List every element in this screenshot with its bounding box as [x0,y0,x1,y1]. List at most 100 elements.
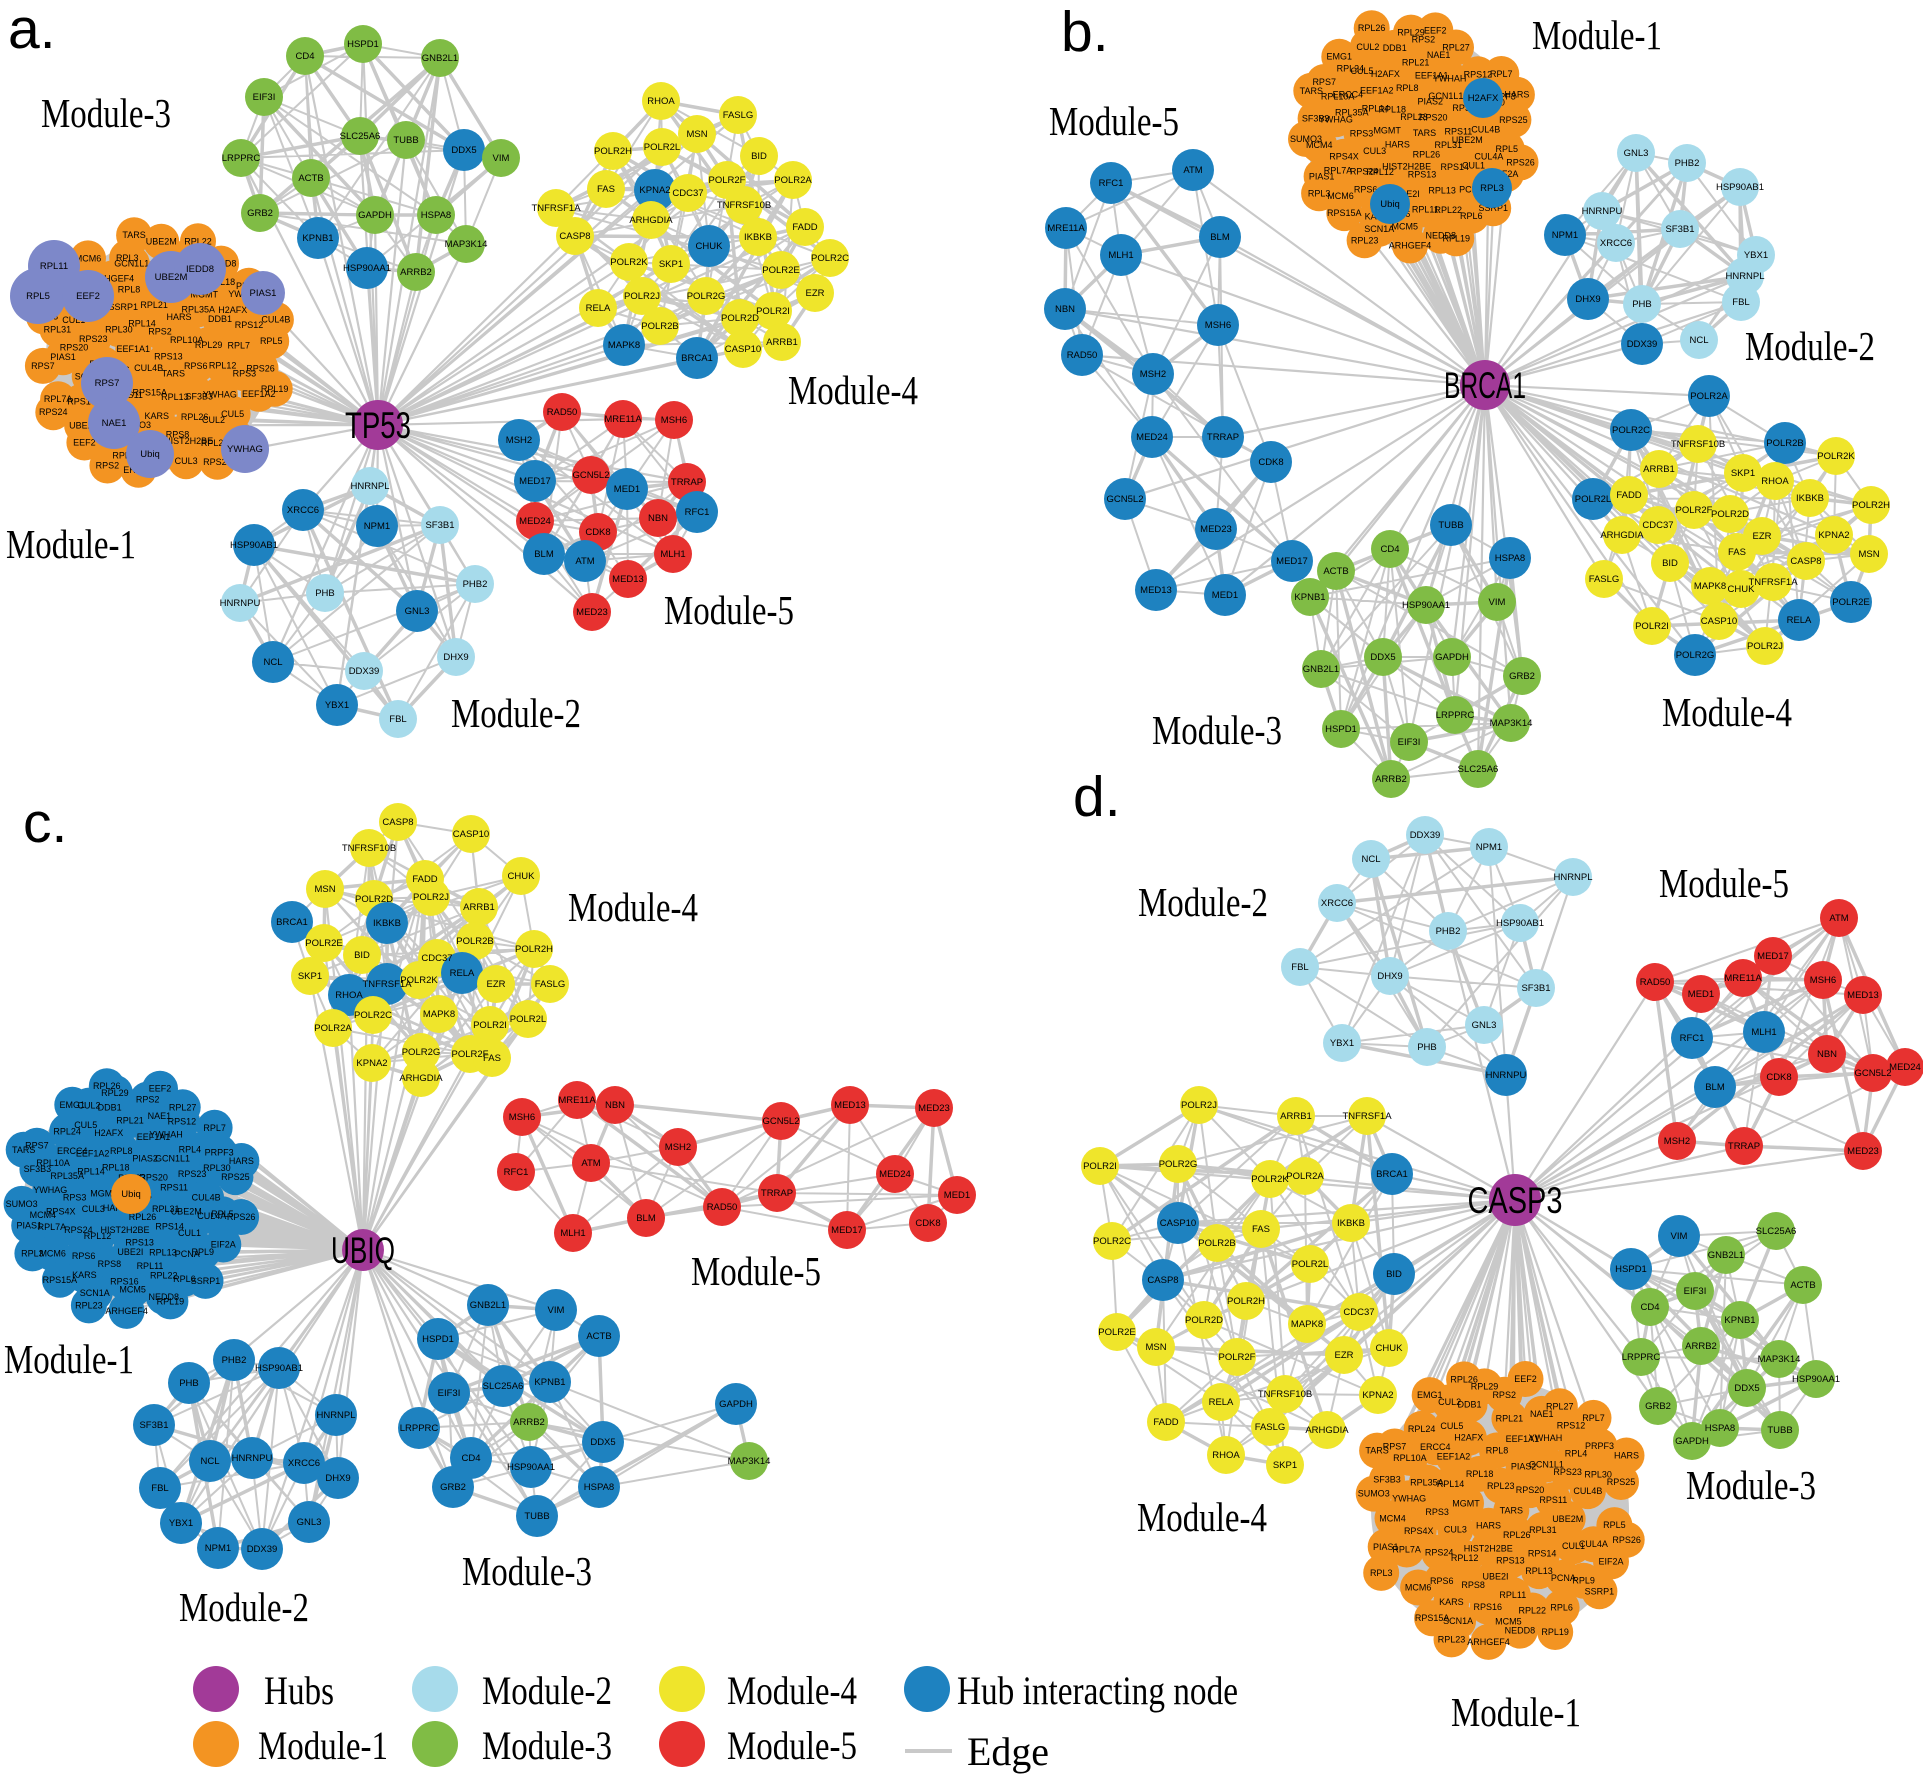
svg-text:RFC1: RFC1 [685,507,710,518]
svg-text:GRB2: GRB2 [247,208,273,219]
svg-text:CUL1: CUL1 [62,315,85,325]
svg-text:DDB1: DDB1 [208,314,232,324]
svg-text:RPL13: RPL13 [149,1248,177,1258]
svg-text:PHB2: PHB2 [222,1355,247,1366]
svg-text:MED24: MED24 [1136,432,1168,443]
svg-text:BLM: BLM [636,1213,656,1224]
svg-text:RPS7: RPS7 [1383,1442,1407,1452]
svg-text:PIAS1: PIAS1 [250,288,277,299]
svg-text:HSP90AA1: HSP90AA1 [507,1462,555,1473]
svg-text:DDX5: DDX5 [1734,1383,1759,1394]
svg-text:SUMO3: SUMO3 [1358,1489,1390,1499]
svg-text:TNFRSF1A: TNFRSF1A [362,979,412,990]
svg-text:PHB: PHB [179,1378,199,1389]
svg-text:POLR2H: POLR2H [1227,1296,1265,1307]
svg-text:SF3B1: SF3B1 [1521,983,1550,994]
svg-text:RPL3: RPL3 [1480,183,1504,194]
svg-text:SF3B3: SF3B3 [24,1164,52,1174]
svg-text:MSH6: MSH6 [1810,975,1836,986]
svg-text:RPS14: RPS14 [1528,1549,1557,1559]
svg-text:HNRNPL: HNRNPL [1553,872,1592,883]
svg-text:RPL22: RPL22 [1435,205,1463,215]
svg-text:POLR2A: POLR2A [774,175,812,186]
svg-text:H2AFX: H2AFX [1371,69,1400,79]
svg-text:RPS15A: RPS15A [1415,1613,1450,1623]
svg-text:EIF3I: EIF3I [253,92,276,103]
svg-text:EIF3I: EIF3I [1398,737,1421,748]
svg-text:ACTB: ACTB [1323,566,1348,577]
svg-text:HSP90AA1: HSP90AA1 [1792,1374,1840,1385]
svg-text:ATM: ATM [581,1158,600,1169]
svg-text:RPL21: RPL21 [1496,1414,1524,1424]
svg-text:CUL3: CUL3 [175,456,198,466]
svg-text:CUL5: CUL5 [1440,1421,1463,1431]
svg-text:HSP90AA1: HSP90AA1 [343,263,391,274]
svg-text:HSPA8: HSPA8 [1705,1423,1735,1434]
svg-text:PIAS2: PIAS2 [1417,96,1443,106]
svg-text:KPNA2: KPNA2 [1818,530,1849,541]
svg-text:ARRB2: ARRB2 [1685,1341,1717,1352]
svg-text:MED17: MED17 [1757,951,1789,962]
svg-text:CDK8: CDK8 [915,1218,940,1229]
svg-text:RPL7: RPL7 [228,341,251,351]
svg-text:HNRNPU: HNRNPU [220,598,261,609]
svg-text:HARS: HARS [1614,1451,1639,1461]
svg-text:POLR2F: POLR2F [709,175,746,186]
svg-text:Module-1: Module-1 [4,1336,134,1382]
svg-text:CASP10: CASP10 [1701,616,1737,627]
svg-text:RPS26: RPS26 [227,1212,256,1222]
svg-text:BRCA1: BRCA1 [1444,365,1526,406]
svg-text:RPS12: RPS12 [235,320,264,330]
svg-text:RPL30: RPL30 [105,324,133,334]
svg-text:RPS6: RPS6 [72,1251,96,1261]
svg-text:DDX5: DDX5 [590,1437,615,1448]
svg-text:RPS13: RPS13 [1408,169,1437,179]
svg-text:RPL7: RPL7 [1490,69,1513,79]
svg-text:MRE11A: MRE11A [1724,973,1762,984]
svg-text:MCM6: MCM6 [39,1248,66,1258]
svg-text:YWHAG: YWHAG [227,444,263,455]
svg-text:MED17: MED17 [1276,556,1308,567]
svg-text:SLC25A6: SLC25A6 [483,1381,524,1392]
svg-text:LRPPRC: LRPPRC [222,153,261,164]
svg-text:RHOA: RHOA [647,96,675,107]
svg-text:RPL5: RPL5 [26,291,50,302]
svg-text:POLR2H: POLR2H [515,944,553,955]
svg-text:MED13: MED13 [834,1100,866,1111]
svg-text:EMG1: EMG1 [1327,52,1353,62]
svg-text:GRB2: GRB2 [1509,671,1535,682]
svg-text:RPS20: RPS20 [1516,1485,1545,1495]
svg-text:RPS25: RPS25 [203,457,232,467]
svg-text:ARRB1: ARRB1 [1280,1111,1312,1122]
svg-text:PIAS1: PIAS1 [1309,171,1335,181]
svg-text:NAE1: NAE1 [102,418,127,429]
svg-text:SUMO3: SUMO3 [6,1199,38,1209]
svg-text:RPS25: RPS25 [221,1172,250,1182]
svg-text:RPL6: RPL6 [1460,211,1483,221]
svg-text:SKP1: SKP1 [1731,468,1755,479]
svg-text:MAPK8: MAPK8 [1694,581,1726,592]
svg-text:DDX39: DDX39 [1627,339,1658,350]
svg-text:HNRNPL: HNRNPL [316,1410,355,1421]
svg-text:MCM6: MCM6 [1405,1583,1432,1593]
svg-text:b.: b. [1061,0,1109,64]
svg-text:RPL14: RPL14 [77,1167,105,1177]
svg-text:MLH1: MLH1 [660,549,685,560]
svg-text:PIAS2: PIAS2 [132,1153,158,1163]
svg-text:NCL: NCL [200,1456,219,1467]
svg-text:RPL22: RPL22 [1519,1606,1547,1616]
svg-text:MRE11A: MRE11A [604,414,642,425]
svg-text:POLR2I: POLR2I [1635,621,1669,632]
svg-text:SKP1: SKP1 [659,259,683,270]
svg-text:RPL4: RPL4 [179,1144,202,1154]
svg-text:POLR2J: POLR2J [1747,641,1783,652]
svg-text:POLR2J: POLR2J [624,291,660,302]
svg-text:RPL21: RPL21 [116,1115,144,1125]
svg-text:HSP90AB1: HSP90AB1 [1496,918,1544,929]
svg-text:PIAS1: PIAS1 [1373,1542,1399,1552]
svg-text:MGMT: MGMT [90,1189,118,1199]
svg-text:YBX1: YBX1 [1330,1038,1354,1049]
svg-text:POLR2E: POLR2E [305,938,343,949]
svg-text:Ubiq: Ubiq [121,1189,141,1200]
svg-text:CHUK: CHUK [1376,1343,1404,1354]
